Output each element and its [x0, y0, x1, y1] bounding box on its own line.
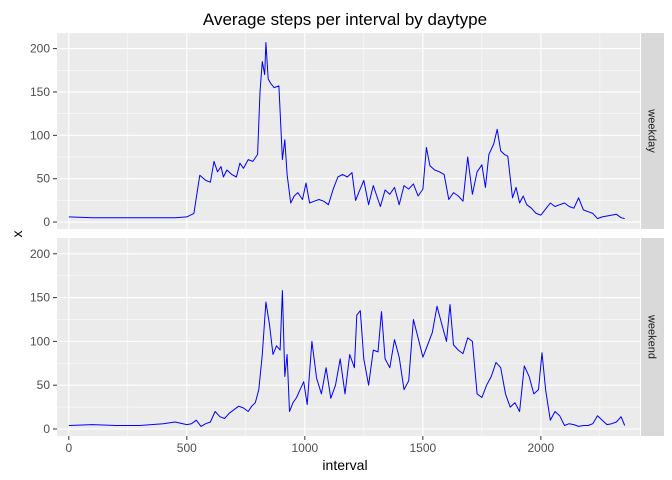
y-tick-label: 100: [30, 334, 50, 348]
y-tick-label: 0: [43, 215, 50, 229]
x-tick-label: 500: [177, 441, 197, 455]
facet-panel-weekend: 0 50 100 150 200 weekend: [30, 238, 664, 436]
facet-strip: [641, 33, 664, 229]
facet-panels: 0 50 100 150 200 weekday 0 50 100 150 200 weekend: [30, 33, 664, 436]
x-tick-label: 1000: [291, 441, 318, 455]
x-tick-label: 2000: [528, 441, 555, 455]
chart-title: Average steps per interval by daytype: [203, 10, 487, 29]
y-tick-label: 200: [30, 42, 50, 56]
y-tick-label: 150: [30, 291, 50, 305]
series-line-weekday: [68, 42, 625, 220]
y-tick-label: 50: [37, 378, 51, 392]
panel-background: [57, 33, 640, 229]
y-tick-label: 50: [37, 172, 51, 186]
y-tick-label: 200: [30, 247, 50, 261]
facet-strip: [641, 238, 664, 436]
y-tick-label: 100: [30, 128, 50, 142]
y-tick-label: 150: [30, 85, 50, 99]
y-axis-title: x: [9, 231, 25, 238]
y-tick-label: 0: [43, 422, 50, 436]
facet-strip-label: weekend: [646, 314, 658, 359]
panel-background: [57, 238, 640, 436]
facet-panel-weekday: 0 50 100 150 200 weekday: [30, 33, 664, 229]
facet-strip-label: weekday: [646, 108, 658, 153]
series-line-weekend: [68, 290, 626, 427]
x-axis: 0 500 1000 1500 2000: [65, 436, 555, 455]
x-axis-title: interval: [322, 457, 367, 473]
x-tick-label: 1500: [409, 441, 436, 455]
x-tick-label: 0: [65, 441, 72, 455]
